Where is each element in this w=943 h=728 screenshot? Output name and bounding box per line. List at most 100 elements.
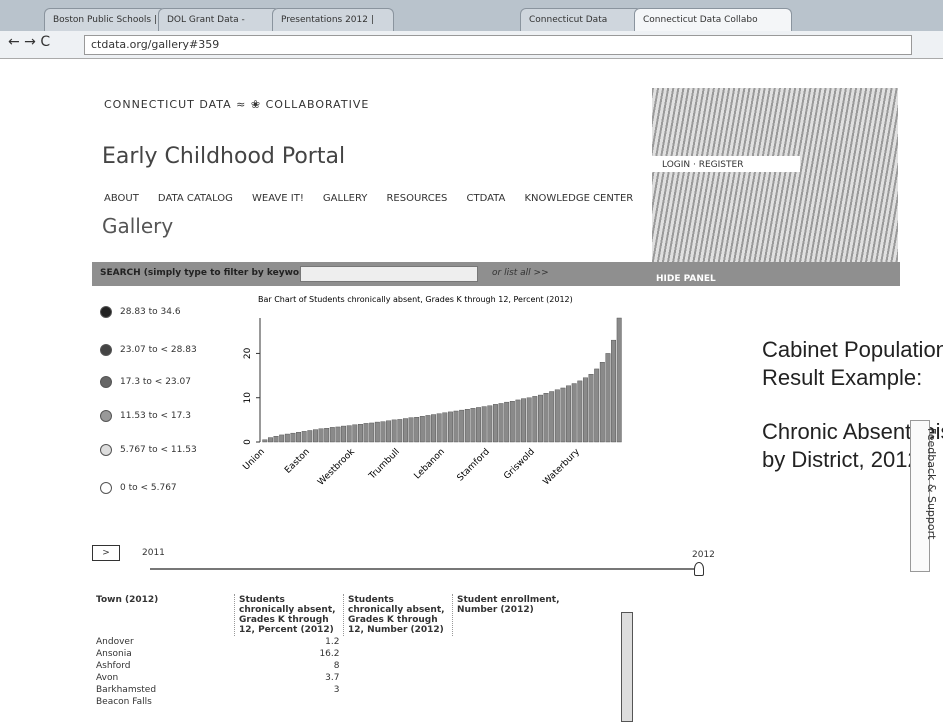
bar xyxy=(611,339,617,443)
bar xyxy=(442,412,448,443)
slider-end: 2012 xyxy=(692,550,715,560)
annotation-line: Result Example: xyxy=(762,365,923,390)
legend-label: 28.83 to 34.6 xyxy=(120,307,181,317)
logo[interactable]: CONNECTICUT DATA ≈ ❀ COLLABORATIVE xyxy=(104,98,370,111)
register-link[interactable]: REGISTER xyxy=(698,160,744,170)
bar xyxy=(312,429,318,443)
bar xyxy=(290,432,296,443)
table-header[interactable]: Town (2012) xyxy=(96,595,159,605)
bar xyxy=(594,368,600,443)
bar xyxy=(470,408,476,443)
legend-item: 0 to < 5.767 xyxy=(100,482,177,494)
bar xyxy=(605,353,611,443)
chart-title: Bar Chart of Students chronically absent… xyxy=(258,295,573,304)
header-image xyxy=(652,88,898,278)
bar xyxy=(346,425,352,443)
nav-item[interactable]: KNOWLEDGE CENTER xyxy=(524,193,634,204)
table-cell: Ansonia xyxy=(96,649,132,659)
annotation-line: Cabinet Population xyxy=(762,337,943,362)
table-row[interactable]: Beacon Falls xyxy=(92,696,571,708)
auth-links: LOGIN · REGISTER xyxy=(662,160,744,170)
tab[interactable]: Connecticut Data Collabo xyxy=(634,8,792,31)
portal-title: Early Childhood Portal xyxy=(102,144,346,169)
table-cell: 3 xyxy=(333,685,340,695)
bar xyxy=(380,421,386,443)
slider-handle[interactable] xyxy=(694,562,704,576)
bar xyxy=(487,405,493,443)
login-link[interactable]: LOGIN xyxy=(662,160,691,170)
bar xyxy=(504,401,510,443)
table-header[interactable]: Students chronically absent, Grades K th… xyxy=(234,594,344,636)
nav-item[interactable]: DATA CATALOG xyxy=(157,193,233,204)
bar xyxy=(324,428,330,443)
y-tick-label: 0 xyxy=(243,439,253,445)
nav-item[interactable]: ABOUT xyxy=(104,193,139,204)
legend-label: 0 to < 5.767 xyxy=(120,483,177,493)
table-row[interactable]: Barkhamsted 3 xyxy=(92,684,571,696)
bar xyxy=(335,426,341,443)
bar xyxy=(402,418,408,443)
table-cell: Ashford xyxy=(96,661,131,671)
legend-label: 5.767 to < 11.53 xyxy=(120,445,197,455)
bar xyxy=(577,380,583,443)
bar xyxy=(481,406,487,443)
table-header[interactable]: Students chronically absent, Grades K th… xyxy=(343,594,453,636)
scrollbar[interactable] xyxy=(621,612,633,722)
hide-panel-button[interactable]: HIDE PANEL xyxy=(656,274,716,284)
bar xyxy=(554,389,560,443)
search-input[interactable] xyxy=(300,266,478,282)
search-bar xyxy=(92,262,900,286)
bar xyxy=(532,396,538,443)
bar xyxy=(391,419,397,443)
bar xyxy=(374,421,380,443)
tab[interactable]: Presentations 2012 | Box xyxy=(272,8,394,31)
nav-item[interactable]: CTDATA xyxy=(466,193,506,204)
x-tick-label: Griswold xyxy=(502,447,537,482)
bar xyxy=(436,413,442,443)
table-row[interactable]: Avon 3.7 xyxy=(92,672,571,684)
nav-bar: ABOUT DATA CATALOG WEAVE IT! GALLERY RES… xyxy=(104,186,647,205)
x-tick-label: Trumbull xyxy=(367,447,402,482)
table-cell: 8 xyxy=(333,661,340,671)
bar xyxy=(408,417,414,443)
search-label: SEARCH (simply type to filter by keyword… xyxy=(100,268,315,278)
legend-item: 5.767 to < 11.53 xyxy=(100,444,197,456)
bar xyxy=(352,424,358,443)
table-row[interactable]: Ashford 8 xyxy=(92,660,571,672)
legend-item: 17.3 to < 23.07 xyxy=(100,376,191,388)
feedback-label[interactable]: Feedback & Support xyxy=(925,428,938,540)
feedback-tab[interactable] xyxy=(910,420,930,572)
bar xyxy=(273,436,279,443)
bar xyxy=(549,391,555,443)
bar xyxy=(599,362,605,443)
x-tick-label: Union xyxy=(241,447,266,472)
list-all-link[interactable]: or list all >> xyxy=(492,268,549,278)
bar xyxy=(526,397,532,443)
bar xyxy=(296,432,302,443)
play-button[interactable]: > xyxy=(92,545,120,561)
address-bar[interactable]: ctdata.org/gallery#359 xyxy=(84,35,912,55)
bar xyxy=(515,399,521,443)
table-header[interactable]: Student enrollment, Number (2012) xyxy=(452,594,571,636)
nav-buttons[interactable]: ← → C xyxy=(8,34,51,50)
bar xyxy=(284,433,290,443)
slider-track[interactable] xyxy=(150,568,700,570)
table-cell: 16.2 xyxy=(319,649,340,659)
bar xyxy=(414,417,420,443)
table-row[interactable]: Andover 1.2 xyxy=(92,636,571,648)
table-row[interactable]: Ansonia 16.2 xyxy=(92,648,571,660)
bar xyxy=(537,394,543,443)
bar xyxy=(301,431,307,443)
slider-start: 2011 xyxy=(142,548,165,558)
bar xyxy=(521,398,527,443)
bar xyxy=(492,404,498,443)
bar xyxy=(588,374,594,443)
data-table: Town (2012) Students chronically absent,… xyxy=(92,594,644,722)
x-tick-label: Stamford xyxy=(456,447,492,483)
nav-item[interactable]: WEAVE IT! xyxy=(252,193,304,204)
bar xyxy=(476,407,482,443)
nav-item[interactable]: RESOURCES xyxy=(386,193,448,204)
nav-item[interactable]: GALLERY xyxy=(322,193,368,204)
